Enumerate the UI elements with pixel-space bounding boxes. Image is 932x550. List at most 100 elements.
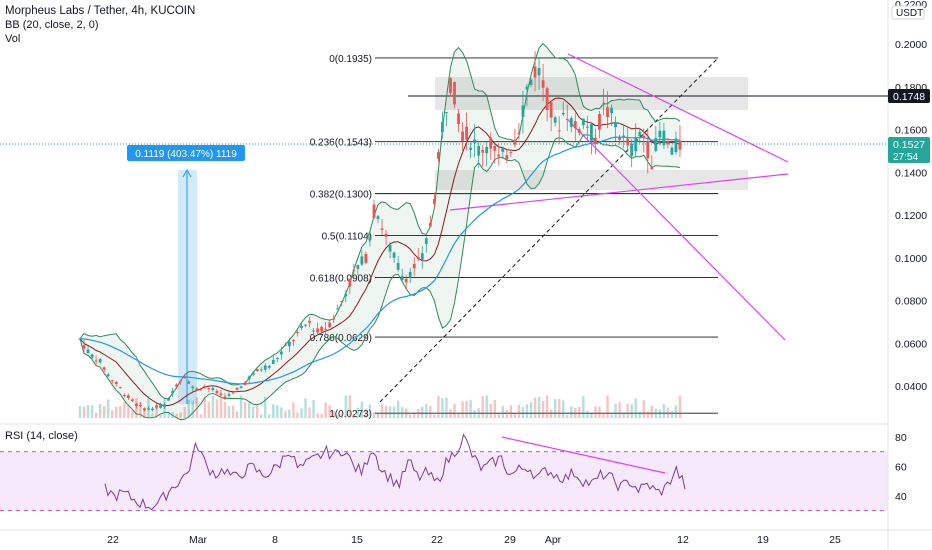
candle-body — [227, 394, 231, 396]
chart-title: Morpheus Labs / Tether, 4h, KUCOIN — [5, 5, 196, 17]
rsi-indicator-label[interactable]: RSI (14, close) — [5, 430, 78, 442]
volume-bar — [276, 405, 279, 418]
candle-body — [199, 389, 203, 391]
candle-body — [626, 138, 630, 146]
candle-body — [602, 102, 605, 104]
bb-indicator-label[interactable]: BB (20, close, 2, 0) — [5, 19, 99, 31]
candle-body — [404, 279, 408, 283]
candle-body — [614, 122, 617, 128]
hline-price-badge — [888, 89, 930, 103]
candle-body — [98, 359, 102, 363]
volume-bar — [255, 405, 259, 418]
resistance-zone — [435, 77, 748, 110]
volume-bar — [517, 404, 521, 418]
volume-bar — [115, 406, 118, 418]
price-axis-tick: 0.1400 — [895, 167, 927, 179]
candle-body — [90, 354, 94, 358]
volume-bar — [646, 411, 649, 418]
candle-body — [151, 408, 154, 411]
candle-body — [521, 105, 525, 117]
candle-body — [428, 222, 432, 227]
volume-bar — [207, 401, 211, 418]
rsi-band-fill — [0, 451, 888, 511]
volume-bar — [421, 406, 424, 418]
volume-bar — [505, 410, 509, 418]
volume-bar — [582, 396, 585, 418]
candle-body — [461, 131, 464, 141]
candle-body — [215, 390, 219, 394]
candle-body — [195, 388, 199, 391]
volume-bar — [537, 396, 541, 418]
rsi-axis-tick: 80 — [895, 432, 907, 444]
volume-bar — [590, 413, 593, 418]
candle-body — [296, 331, 299, 333]
candle-body — [561, 112, 565, 115]
candle-body — [348, 278, 352, 287]
volume-bar — [441, 398, 444, 418]
volume-bar — [243, 401, 247, 418]
volume-bar — [264, 396, 267, 418]
volume-bar — [111, 410, 114, 418]
candle-body — [662, 130, 666, 146]
candle-body — [557, 130, 561, 132]
price-axis-tick: 0.0600 — [895, 338, 927, 350]
volume-bar — [525, 404, 529, 418]
volume-bar — [372, 412, 376, 418]
price-axis-tick: 0.1000 — [895, 253, 927, 265]
candle-body — [360, 256, 364, 265]
candle-body — [139, 404, 142, 406]
candle-body — [634, 137, 638, 152]
candle-body — [243, 382, 247, 385]
volume-bar — [553, 399, 557, 418]
bar-countdown-label: 27:54 — [893, 152, 918, 163]
candle-body — [646, 140, 650, 159]
time-axis-tick: 25 — [829, 534, 841, 546]
volume-bar — [529, 402, 533, 418]
candle-body — [251, 372, 255, 375]
volume-bar — [570, 406, 573, 418]
time-axis-tick: 8 — [272, 534, 278, 546]
candle-body — [332, 318, 336, 320]
candle-body — [581, 118, 585, 126]
volume-bar — [425, 403, 428, 418]
volume-bar — [304, 398, 307, 418]
candle-body — [259, 369, 263, 371]
bb-fill — [80, 43, 680, 420]
candle-body — [235, 387, 239, 390]
candle-body — [642, 135, 646, 138]
hline-price-label: 0.1748 — [893, 91, 925, 103]
volume-bar — [602, 413, 605, 418]
volume-bar — [521, 406, 525, 418]
time-axis-tick: 19 — [757, 534, 769, 546]
candle-body — [368, 237, 372, 241]
candle-body — [505, 155, 509, 160]
candle-body — [533, 66, 537, 78]
volume-bar — [308, 407, 311, 418]
candle-body — [658, 130, 662, 138]
volume-indicator-label[interactable]: Vol — [5, 33, 21, 45]
candle-body — [372, 204, 376, 218]
candle-body — [203, 385, 207, 387]
candle-body — [134, 403, 138, 407]
candle-body — [336, 308, 340, 310]
volume-bar — [94, 412, 98, 418]
volume-bar — [453, 403, 456, 418]
candle-body — [255, 369, 259, 372]
volume-bar — [473, 410, 476, 418]
time-axis-tick: 12 — [677, 534, 689, 546]
volume-bar — [260, 414, 263, 418]
time-axis-tick: 15 — [351, 534, 363, 546]
candle-body — [477, 146, 481, 156]
candle-body — [183, 377, 187, 379]
volume-bar — [195, 397, 198, 418]
volume-bar — [509, 405, 513, 418]
candle-body — [416, 257, 420, 260]
volume-bar — [368, 404, 372, 418]
volume-bar — [360, 401, 364, 418]
volume-bar — [400, 407, 404, 418]
volume-bar — [562, 400, 565, 418]
volume-bar — [171, 412, 174, 418]
volume-bar — [634, 398, 637, 418]
candle-body — [147, 408, 150, 410]
